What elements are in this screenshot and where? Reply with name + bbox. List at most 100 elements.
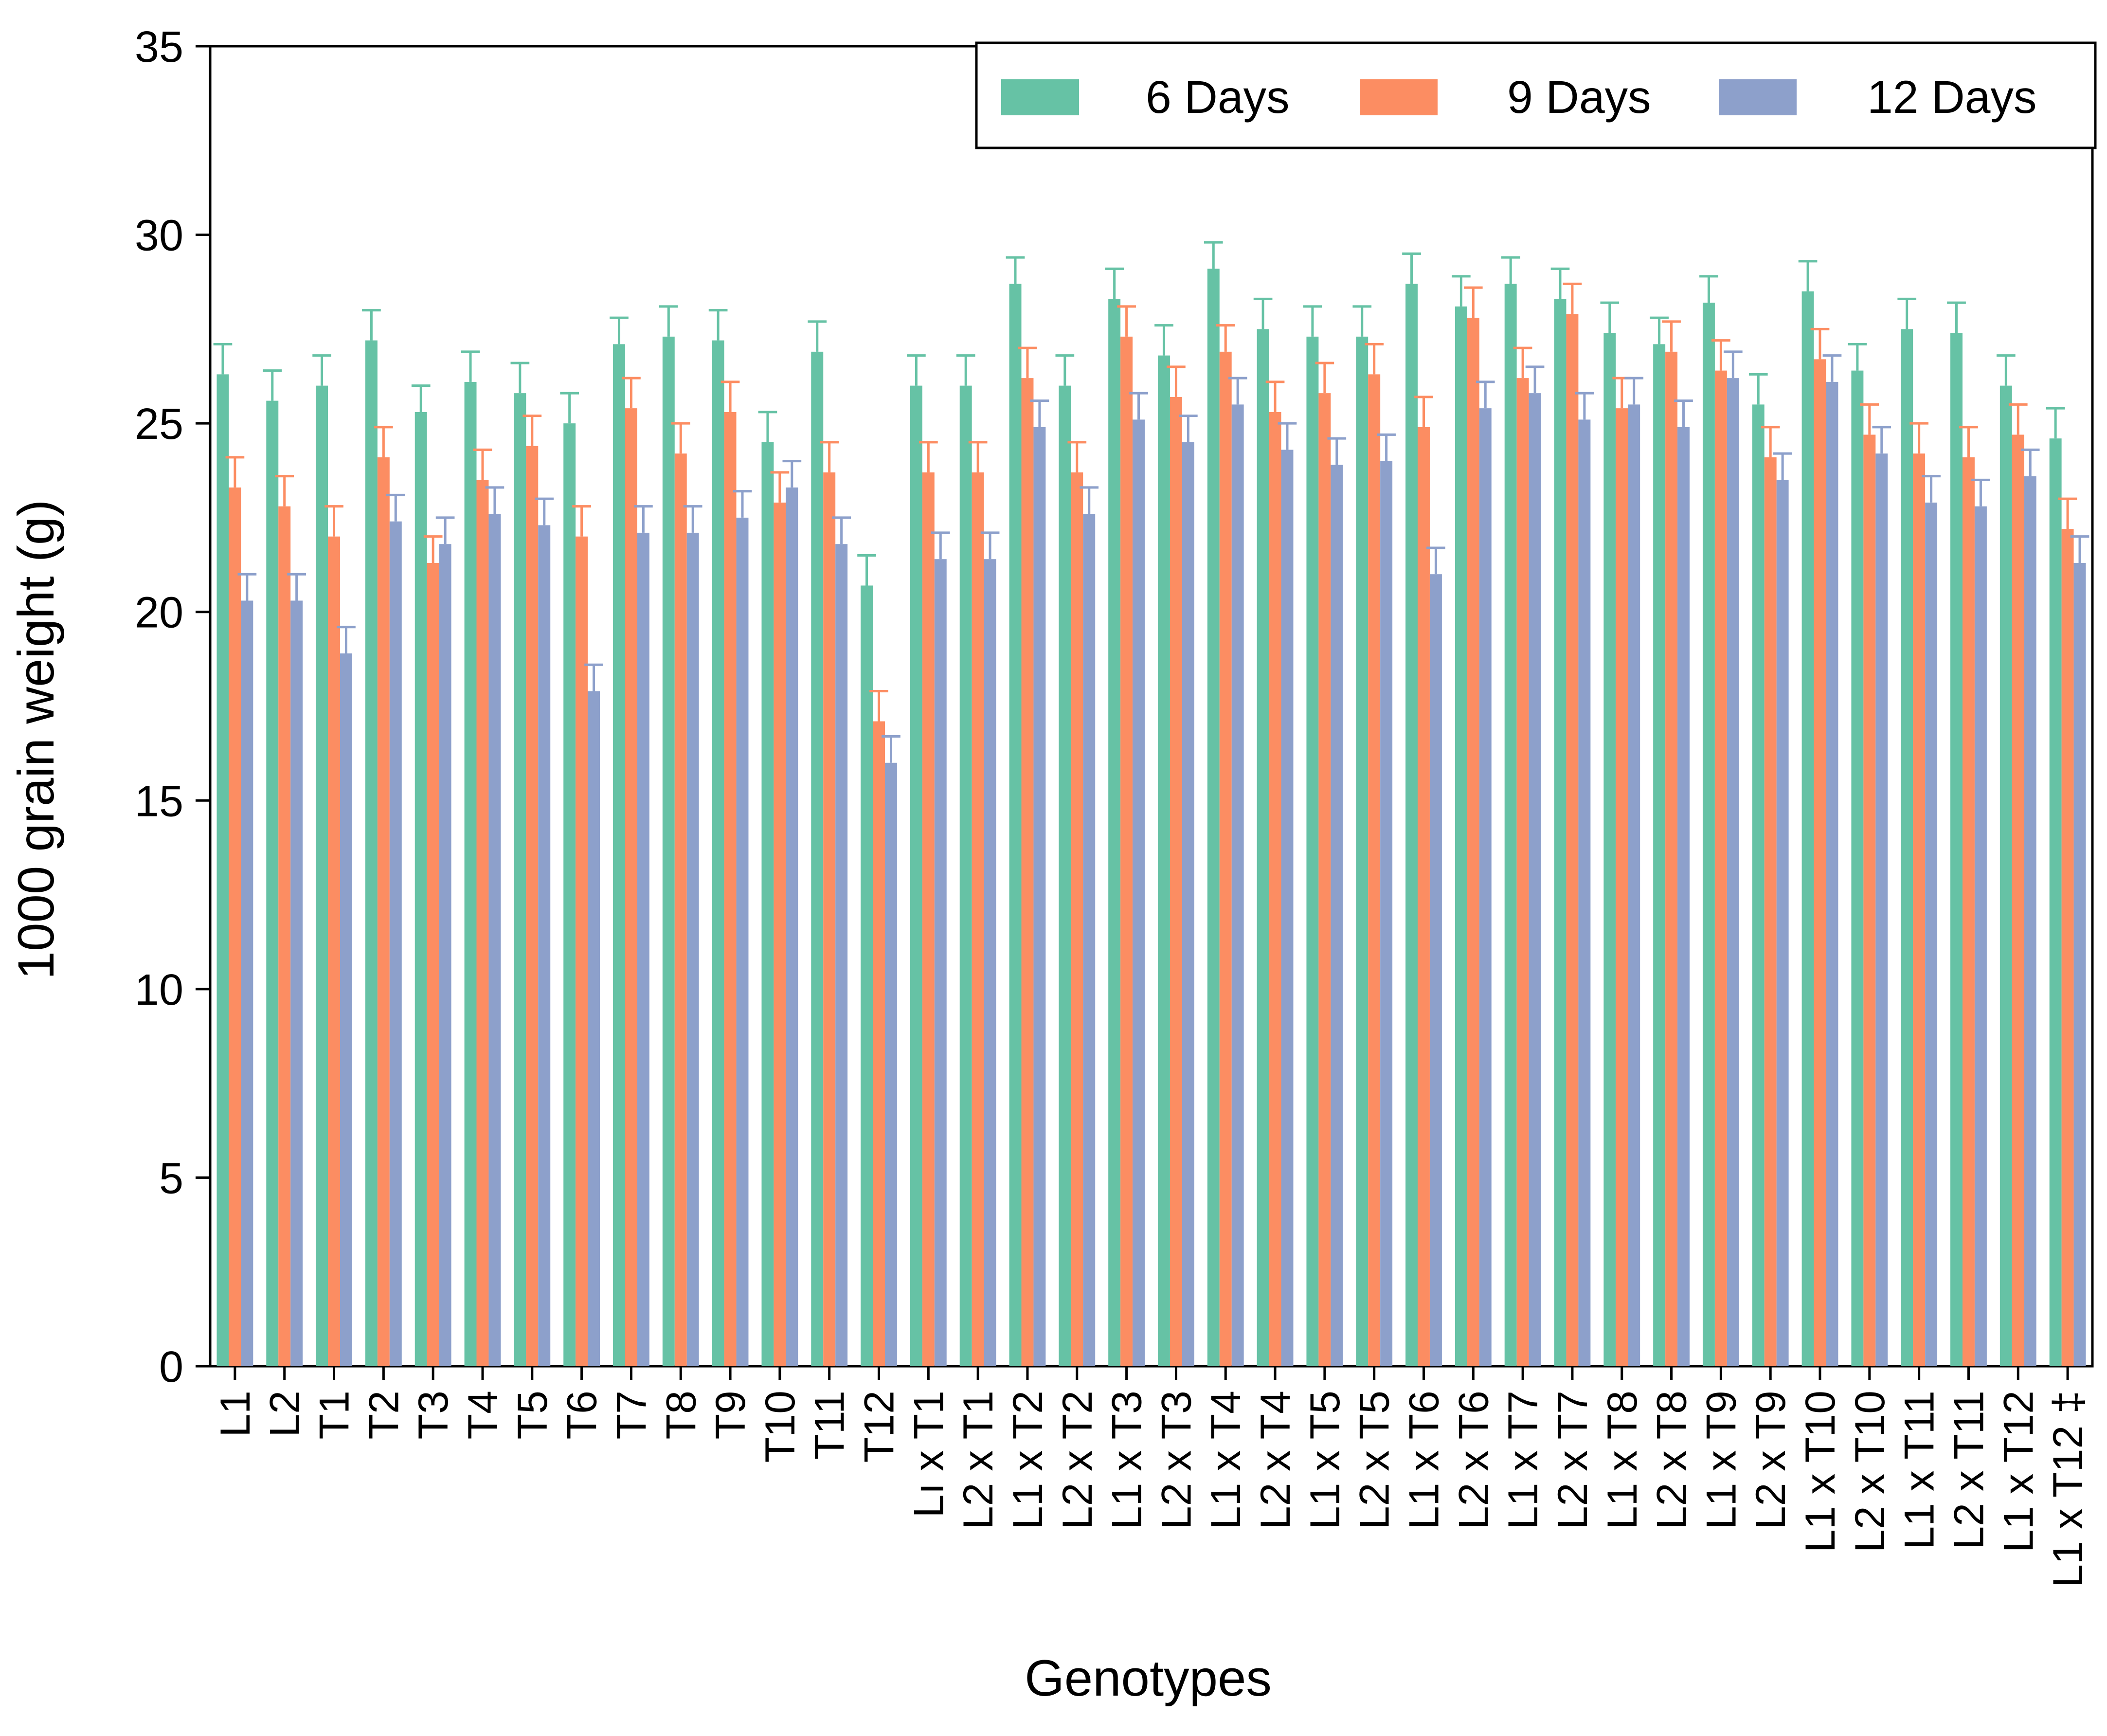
x-tick-label: Lı x T1 [905,1391,952,1518]
bar-6-days [811,351,824,1366]
y-axis-title: 1000 grain weight (g) [8,500,65,979]
bar-12-days [934,559,947,1366]
bar-9-days [1318,393,1331,1367]
x-tick-label: T12 [856,1391,903,1463]
x-tick-label: T8 [658,1391,704,1439]
bar-6-days [1603,333,1616,1366]
bar-12-days [835,544,848,1366]
bar-6-days [613,344,625,1367]
x-tick-label: L1 x T4 [1203,1391,1249,1529]
bar-9-days [278,506,291,1366]
legend-label-12-days: 12 Days [1867,72,2037,123]
x-axis: L1 L2 T1 T2 T3 T4 T5 T6 T7 T8 T9 T10 T11 T12 Lı x T1 L2… [212,1366,2091,1588]
bar-6-days [1405,284,1418,1366]
bar-12-days [1677,427,1690,1366]
x-tick-label: L2 x T4 [1252,1391,1299,1529]
bar-9-days [1071,472,1083,1367]
bar-6-days [316,385,328,1366]
legend-swatch-9-days [1360,79,1438,115]
bar-12-days [1083,514,1096,1366]
bar-9-days [1814,359,1826,1366]
bar-9-days [576,536,588,1366]
x-tick-label: T11 [807,1391,853,1460]
bar-6-days [662,336,675,1367]
bar-12-days [1529,393,1541,1367]
legend-box [975,41,2097,149]
x-tick-label: L2 x T1 [955,1391,1002,1529]
bar-12-days [736,517,749,1366]
bar-9-days [1467,318,1479,1367]
bar-6-days [266,400,279,1366]
bar-6-days [1752,404,1765,1366]
x-tick-label: L2 x T2 [1054,1391,1101,1529]
bar-12-days [1429,574,1442,1366]
bar-12-days [538,525,551,1366]
bar-9-days [1962,457,1975,1366]
legend-label-9-days: 9 Days [1507,72,1651,123]
y-tick-label: 25 [135,400,183,449]
bar-9-days [1616,408,1628,1366]
errorbar-group [213,241,2089,763]
bar-6-days [761,442,774,1366]
legend: 6 Days 9 Days 12 Days [975,41,2097,149]
bar-12-days [588,691,600,1366]
bar-6-days [1108,299,1121,1366]
bar-9-days [427,562,439,1366]
x-tick-label: T7 [608,1391,655,1439]
bar-6-days [1306,336,1319,1367]
bar-6-days [1999,385,2012,1366]
x-tick-label: L2 x T5 [1351,1391,1398,1529]
bar-12-days [439,544,451,1366]
bar-12-days [389,521,402,1366]
x-tick-label: T10 [757,1391,804,1463]
bar-6-days [1901,329,1913,1366]
bar-9-days [476,480,489,1366]
legend-swatch-6-days [1001,79,1079,115]
x-tick-label: L2 x T6 [1450,1391,1497,1529]
x-axis-title: Genotypes [1025,1650,1272,1707]
bar-9-days [1120,336,1133,1367]
bar-6-days [1554,299,1567,1366]
bar-6-days [959,385,972,1366]
x-tick-label: T2 [360,1391,407,1439]
bar-6-days [1504,284,1517,1366]
bar-6-days [1059,385,1071,1366]
bar-12-days [1380,461,1393,1366]
bar-12-days [686,532,699,1366]
bar-9-days [1516,378,1529,1366]
y-tick-label: 10 [135,966,183,1014]
bar-12-days [290,600,303,1366]
bar-9-days [1170,397,1182,1367]
x-tick-label: L2 x T7 [1549,1391,1596,1529]
x-tick-label: T4 [460,1391,506,1439]
x-tick-label: L1 x T3 [1104,1391,1151,1529]
bar-12-days [1727,378,1739,1366]
x-tick-label: L1 x T10 [1797,1391,1844,1553]
bar-6-days [464,381,477,1366]
y-tick-label: 5 [159,1154,183,1203]
bar-12-days [1578,419,1591,1367]
x-tick-label: L2 x T10 [1847,1391,1893,1553]
x-tick-label: L1 x T7 [1500,1391,1547,1529]
bar-12-days [488,514,501,1366]
bar-group [216,269,2086,1367]
bar-9-days [1418,427,1430,1366]
bar-9-days [774,502,786,1366]
x-tick-label: L1 x T8 [1599,1391,1646,1529]
x-tick-label: L2 x T9 [1747,1391,1794,1529]
bar-9-days [674,453,687,1366]
x-tick-label: T3 [410,1391,457,1439]
x-tick-label: L1 x T12 ‡ [2045,1391,2091,1588]
bar-12-days [884,762,897,1366]
bar-9-days [328,536,341,1366]
bar-6-days [1455,306,1467,1366]
bar-9-days [377,457,390,1366]
y-tick-label: 0 [159,1343,183,1392]
bar-9-days [2061,529,2074,1366]
bar-12-days [1875,453,1888,1366]
bar-9-days [823,472,836,1367]
bar-12-days [786,487,798,1366]
bar-9-days [1269,412,1281,1366]
bar-9-days [1021,378,1034,1366]
x-tick-label: T1 [311,1391,358,1439]
